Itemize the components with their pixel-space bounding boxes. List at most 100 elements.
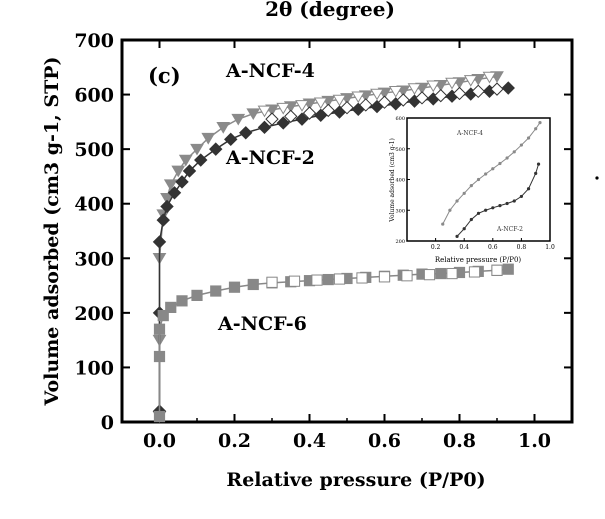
data-point-desorption (426, 80, 441, 93)
series-a-ncf-6 (153, 263, 514, 423)
inset-ticks: 0.2 0.4 0.6 0.8 1.0 200 300 400 500 600 (395, 116, 554, 251)
inset-x-tick-label: 0.2 (431, 244, 441, 251)
x-tick-label: 0.0 (143, 430, 176, 452)
inset-data-point (491, 206, 495, 210)
inset-data-point (484, 208, 488, 212)
y-tick-label: 500 (74, 139, 114, 161)
data-point-adsorption (295, 112, 309, 126)
data-point-desorption (276, 102, 291, 115)
inset-x-tick-label: 0.8 (517, 244, 527, 251)
inset-data-point (538, 121, 542, 125)
inset-series (441, 121, 542, 238)
data-point-adsorption (194, 153, 208, 167)
x-axis-title: Relative pressure (P/P0) (226, 469, 485, 491)
data-point-desorption (434, 88, 448, 103)
inset-data-point (476, 177, 481, 182)
data-point-desorption (388, 85, 403, 98)
data-point-desorption (351, 91, 366, 104)
inset-data-point (469, 217, 473, 222)
inset-y-title: Volume adsorbed (cm3 g-1) (389, 138, 396, 223)
y-tick-label: 700 (74, 30, 114, 52)
data-point-desorption (401, 270, 413, 282)
inset-data-point (441, 222, 445, 226)
data-point-desorption (332, 94, 347, 107)
data-point-desorption (370, 88, 384, 101)
data-point-adsorption (153, 323, 166, 335)
data-point-desorption (311, 274, 323, 286)
inset-x-tick-label: 0.4 (459, 244, 469, 251)
data-point-desorption (313, 97, 328, 110)
data-point-desorption (284, 109, 298, 124)
inset-y-tick-label: 300 (395, 208, 405, 214)
data-point-desorption (452, 86, 467, 101)
data-point-adsorption (160, 192, 174, 205)
data-point-desorption (295, 100, 309, 112)
inset-x-title: Relative pressure (P/P0) (435, 256, 522, 264)
inset-data-point (484, 172, 488, 176)
inset-y-tick-label: 500 (395, 147, 405, 153)
stray-mark (595, 176, 599, 180)
data-point-adsorption (175, 175, 189, 189)
data-point-adsorption (167, 186, 182, 200)
series-label-a-ncf-4: A-NCF-4 (225, 60, 315, 82)
top-axis-label: 2θ (degree) (265, 0, 395, 21)
inset-x-tick-label: 0.6 (488, 244, 498, 251)
inset-data-point (462, 227, 466, 231)
data-point-adsorption (160, 199, 174, 214)
data-point-desorption (471, 84, 485, 99)
data-point-adsorption (239, 126, 253, 140)
data-point-adsorption (156, 213, 170, 227)
data-point-adsorption (231, 113, 246, 126)
data-point-desorption (359, 98, 373, 112)
inset-data-point (512, 199, 516, 203)
data-point-desorption (482, 71, 497, 84)
y-tick-label: 300 (74, 248, 114, 270)
data-point-adsorption (152, 235, 167, 249)
data-point-desorption (396, 93, 410, 107)
data-point-adsorption (176, 295, 188, 307)
inset-data-point (476, 211, 481, 215)
data-point-desorption (423, 269, 436, 281)
data-point-adsorption (210, 285, 222, 297)
series-a-ncf-4 (152, 71, 504, 423)
panel-label: (c) (148, 63, 181, 88)
inset-data-point (526, 187, 531, 191)
data-point-adsorption (246, 108, 261, 121)
data-point-desorption (266, 276, 278, 288)
data-point-desorption (378, 271, 391, 283)
series-layer (152, 71, 515, 423)
data-point-adsorption (171, 165, 186, 178)
inset-data-point (498, 204, 502, 208)
data-point-adsorption (435, 267, 447, 280)
data-point-adsorption (163, 179, 178, 192)
inset-y-tick-label: 600 (395, 116, 405, 122)
x-tick-label: 0.8 (443, 430, 476, 452)
data-point-adsorption (153, 350, 166, 363)
series-label-a-ncf-6: A-NCF-6 (217, 313, 307, 335)
x-tick-label: 1.0 (518, 430, 551, 452)
x-tick-label: 0.6 (368, 430, 401, 452)
data-point-desorption (463, 75, 478, 87)
inset-data-point (512, 150, 516, 154)
data-point-desorption (491, 264, 503, 276)
data-point-desorption (415, 91, 429, 105)
data-point-adsorption (216, 122, 231, 134)
inset-data-point (448, 208, 452, 212)
y-tick-labels: 0 100 200 300 400 500 600 700 (74, 30, 114, 434)
data-point-adsorption (322, 273, 334, 286)
inset-data-point (519, 194, 524, 199)
data-point-adsorption (182, 164, 197, 178)
data-point-adsorption (191, 289, 203, 301)
y-axis-title: Volume adsorbed (cm3 g-1, STP) (41, 56, 63, 406)
y-tick-label: 200 (74, 303, 114, 325)
data-point-desorption (257, 105, 272, 118)
inset-label-a-ncf-2: A-NCF-2 (496, 226, 523, 233)
series-label-a-ncf-2: A-NCF-2 (225, 147, 315, 169)
data-point-desorption (468, 266, 481, 278)
data-point-desorption (356, 272, 368, 284)
data-point-adsorption (165, 301, 177, 313)
inset-data-point (534, 127, 538, 131)
data-point-adsorption (276, 116, 290, 130)
inset-data-point (491, 167, 495, 171)
inset-series-a-ncf-4 (441, 121, 542, 226)
